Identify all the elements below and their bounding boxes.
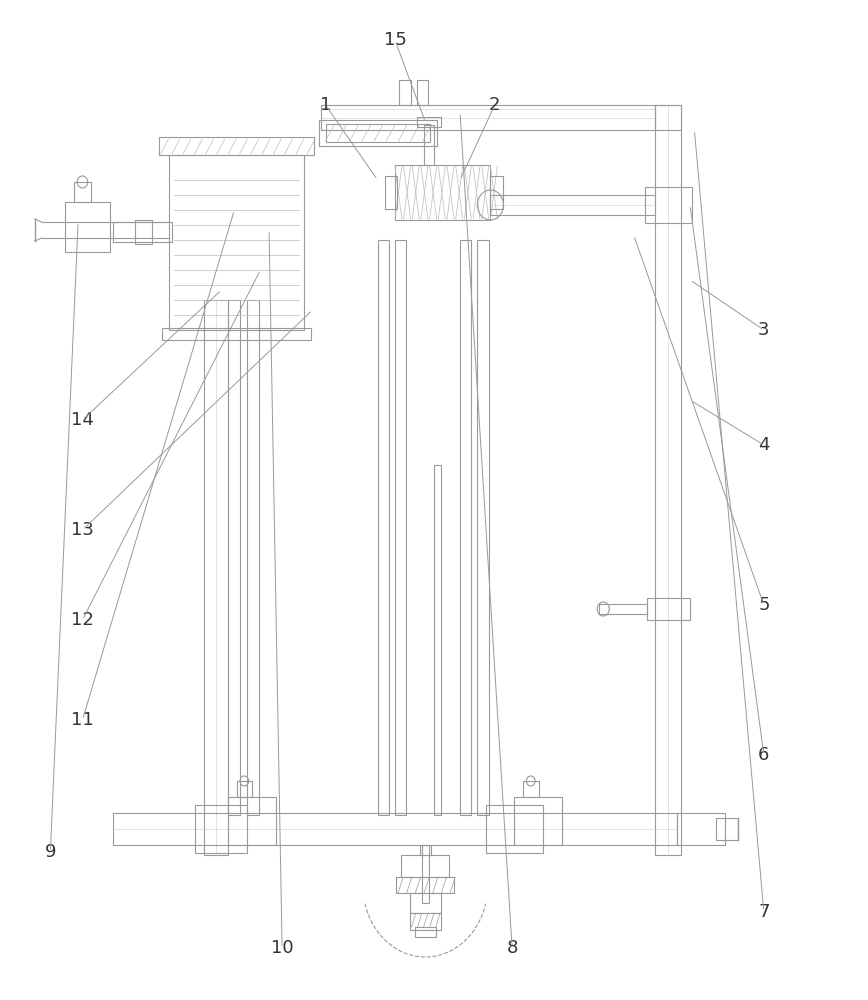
Bar — [113, 813, 677, 845]
Bar — [169, 155, 304, 330]
Bar — [135, 220, 152, 244]
Bar — [716, 818, 738, 840]
Bar — [655, 105, 681, 130]
Text: 13: 13 — [71, 521, 94, 539]
Text: 5: 5 — [758, 596, 770, 614]
Bar — [195, 805, 247, 853]
Bar — [399, 80, 411, 105]
Text: 6: 6 — [758, 746, 770, 764]
Bar — [417, 117, 441, 127]
Bar — [486, 805, 542, 853]
Bar — [677, 813, 725, 845]
Bar — [420, 845, 431, 855]
Text: 12: 12 — [71, 611, 94, 629]
Bar — [247, 300, 259, 815]
Bar — [227, 797, 275, 845]
Text: 2: 2 — [489, 96, 501, 114]
Bar — [422, 845, 429, 903]
Bar — [326, 124, 430, 142]
Bar — [434, 465, 441, 815]
Bar — [655, 105, 681, 855]
Bar — [378, 240, 389, 815]
Bar — [74, 182, 91, 202]
Bar — [228, 300, 240, 815]
Text: 11: 11 — [71, 711, 94, 729]
Bar — [396, 877, 455, 893]
Bar — [162, 328, 311, 340]
Text: 9: 9 — [44, 843, 56, 861]
Bar — [401, 855, 450, 877]
Bar — [645, 187, 692, 223]
Bar — [236, 781, 252, 797]
Bar — [65, 202, 110, 252]
Bar — [385, 176, 397, 209]
Text: 14: 14 — [71, 411, 94, 429]
Bar — [647, 598, 690, 620]
Text: 15: 15 — [384, 31, 406, 49]
Text: 10: 10 — [271, 939, 293, 957]
Bar — [490, 195, 655, 215]
Bar — [523, 781, 538, 797]
Bar — [321, 105, 655, 130]
Text: 4: 4 — [758, 436, 770, 454]
Bar — [410, 913, 441, 930]
Bar — [490, 176, 503, 209]
Bar — [599, 604, 647, 614]
Text: 1: 1 — [319, 96, 332, 114]
Text: 7: 7 — [758, 903, 770, 921]
Text: 8: 8 — [506, 939, 518, 957]
Bar — [204, 300, 228, 855]
Bar — [395, 240, 406, 815]
Bar — [515, 797, 562, 845]
Bar — [410, 893, 441, 913]
Bar — [395, 165, 490, 220]
Bar — [417, 80, 428, 105]
Bar — [113, 222, 172, 242]
Bar — [460, 240, 471, 815]
Bar — [159, 137, 314, 155]
Bar — [477, 240, 489, 815]
Bar — [319, 120, 437, 146]
Bar — [424, 125, 434, 165]
Text: 3: 3 — [758, 321, 770, 339]
Bar — [415, 927, 436, 937]
